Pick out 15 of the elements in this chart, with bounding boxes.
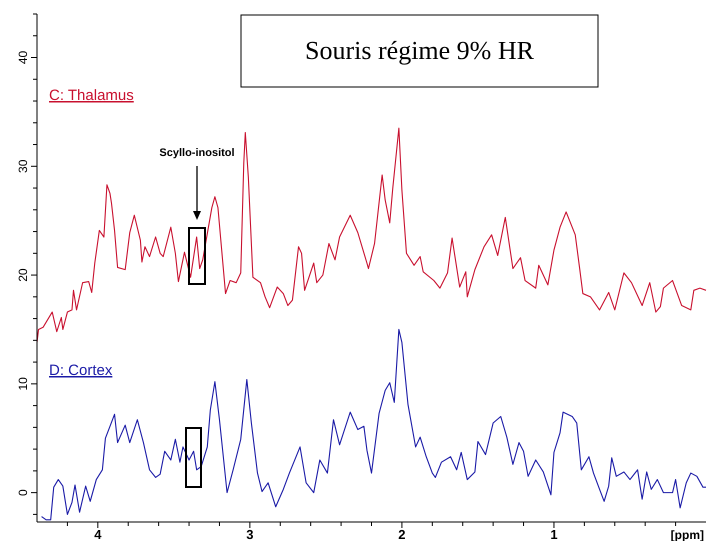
text: C: Thalamus [49,87,134,104]
y-tick-label: 40 [16,50,30,64]
y-tick-label: 0 [16,488,30,496]
x-tick-label: 3 [246,527,254,541]
y-tick-label: 20 [16,268,30,282]
x-tick-label: 4 [94,527,102,541]
line-series [41,328,707,520]
y-tick-label: 10 [16,376,30,391]
line-series [36,128,707,344]
y-tick-label: 30 [16,159,30,173]
x-tick-label: 1 [550,527,558,541]
x-tick-label: 2 [398,527,406,541]
annotation: Scyllo-inositol [159,147,235,159]
text: Souris régime 9% HR [305,36,535,65]
text: D: Cortex [49,362,113,379]
